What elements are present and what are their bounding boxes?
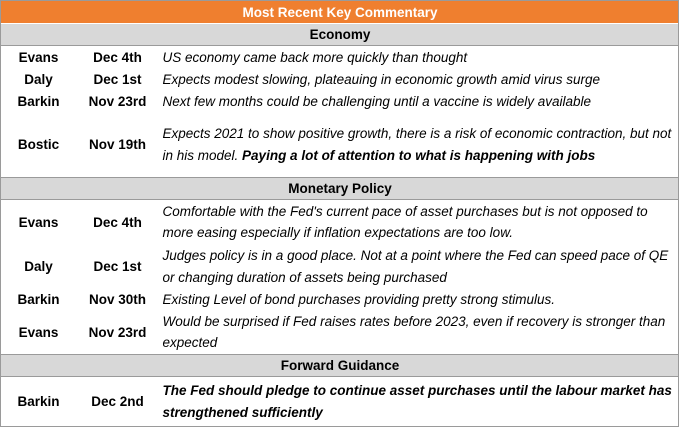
comment-text: Existing Level of bond purchases providi… — [162, 291, 555, 307]
table-row: Bostic Nov 19th Expects 2021 to show pos… — [1, 113, 679, 178]
section-header-monetary-policy: Monetary Policy — [0, 177, 679, 200]
comment-date: Dec 1st — [93, 258, 142, 274]
section-header-forward-guidance: Forward Guidance — [0, 354, 679, 377]
comment-text: Next few months could be challenging unt… — [162, 93, 592, 109]
speaker-name: Barkin — [17, 394, 60, 409]
speaker-name: Bostic — [17, 137, 60, 152]
speaker-name: Evans — [18, 49, 59, 65]
speaker-name: Evans — [18, 324, 59, 340]
section-heading: Forward Guidance — [0, 354, 679, 377]
speaker-name: Barkin — [17, 93, 60, 109]
comment-text: US economy came back more quickly than t… — [162, 49, 468, 65]
comment-date: Nov 23rd — [88, 93, 147, 109]
comment-text: Judges policy is in a good place. Not at… — [162, 248, 669, 285]
speaker-name: Daly — [24, 258, 53, 274]
speaker-name: Evans — [18, 214, 59, 230]
section-heading: Monetary Policy — [0, 177, 679, 200]
table-row: Daly Dec 1st Expects modest slowing, pla… — [1, 69, 679, 91]
comment-text: Comfortable with the Fed's current pace … — [162, 203, 648, 241]
comment-date: Dec 4th — [93, 49, 142, 65]
table-row: Barkin Dec 2nd The Fed should pledge to … — [1, 377, 679, 427]
comment-text: Expects 2021 to show positive growth, th… — [162, 126, 672, 163]
title-row: Most Recent Key Commentary — [0, 0, 679, 24]
table-row: Evans Dec 4th US economy came back more … — [1, 46, 679, 69]
table-row: Daly Dec 1st Judges policy is in a good … — [1, 245, 679, 289]
section-header-economy: Economy — [0, 23, 679, 46]
table-row: Barkin Nov 30th Existing Level of bond p… — [1, 289, 679, 311]
comment-text: Expects modest slowing, plateauing in ec… — [162, 71, 600, 87]
comment-date: Dec 4th — [93, 214, 142, 230]
comment-date: Dec 2nd — [91, 394, 144, 409]
speaker-name: Barkin — [17, 291, 60, 307]
comment-date: Nov 19th — [88, 137, 146, 152]
comment-text: Would be surprised if Fed raises rates b… — [162, 313, 666, 351]
comment-date: Nov 30th — [88, 291, 146, 307]
table-row: Barkin Nov 23rd Next few months could be… — [1, 91, 679, 113]
comment-date: Nov 23rd — [88, 324, 147, 340]
table-row: Evans Dec 4th Comfortable with the Fed's… — [1, 200, 679, 245]
comment-text: The Fed should pledge to continue asset … — [162, 383, 672, 420]
table-title: Most Recent Key Commentary — [0, 0, 679, 24]
section-heading: Economy — [0, 23, 679, 46]
speaker-name: Daly — [24, 71, 53, 87]
table-row: Evans Nov 23rd Would be surprised if Fed… — [1, 311, 679, 355]
comment-date: Dec 1st — [93, 71, 142, 87]
